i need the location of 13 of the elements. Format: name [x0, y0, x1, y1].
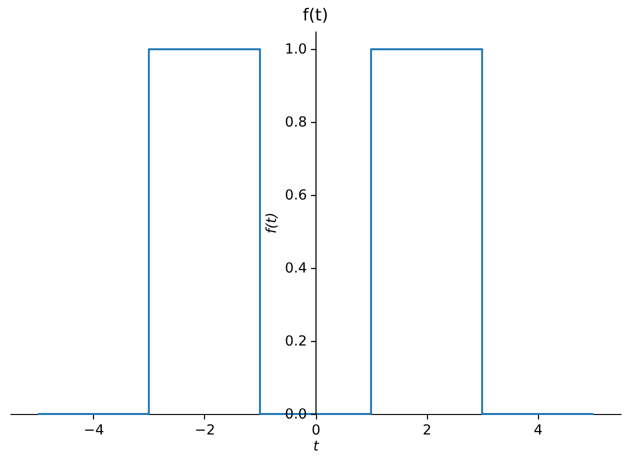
x-tick-label: −4 — [84, 422, 104, 438]
x-tick-label: 4 — [534, 422, 543, 438]
x-axis-title: t — [313, 438, 320, 454]
y-tick-label: 0.6 — [284, 188, 307, 204]
y-axis-title: f(t) — [264, 212, 280, 234]
x-tick-label: 0 — [312, 422, 320, 438]
y-tick-label: 0.8 — [284, 114, 307, 131]
x-tick-label: −2 — [194, 422, 216, 438]
y-tick-label: 0.4 — [284, 260, 308, 277]
y-tick-label: 1.0 — [284, 42, 307, 58]
y-tick-label: 0.2 — [284, 334, 307, 350]
chart-title: f(t) — [302, 4, 328, 24]
x-tick-label: 2 — [422, 422, 432, 438]
